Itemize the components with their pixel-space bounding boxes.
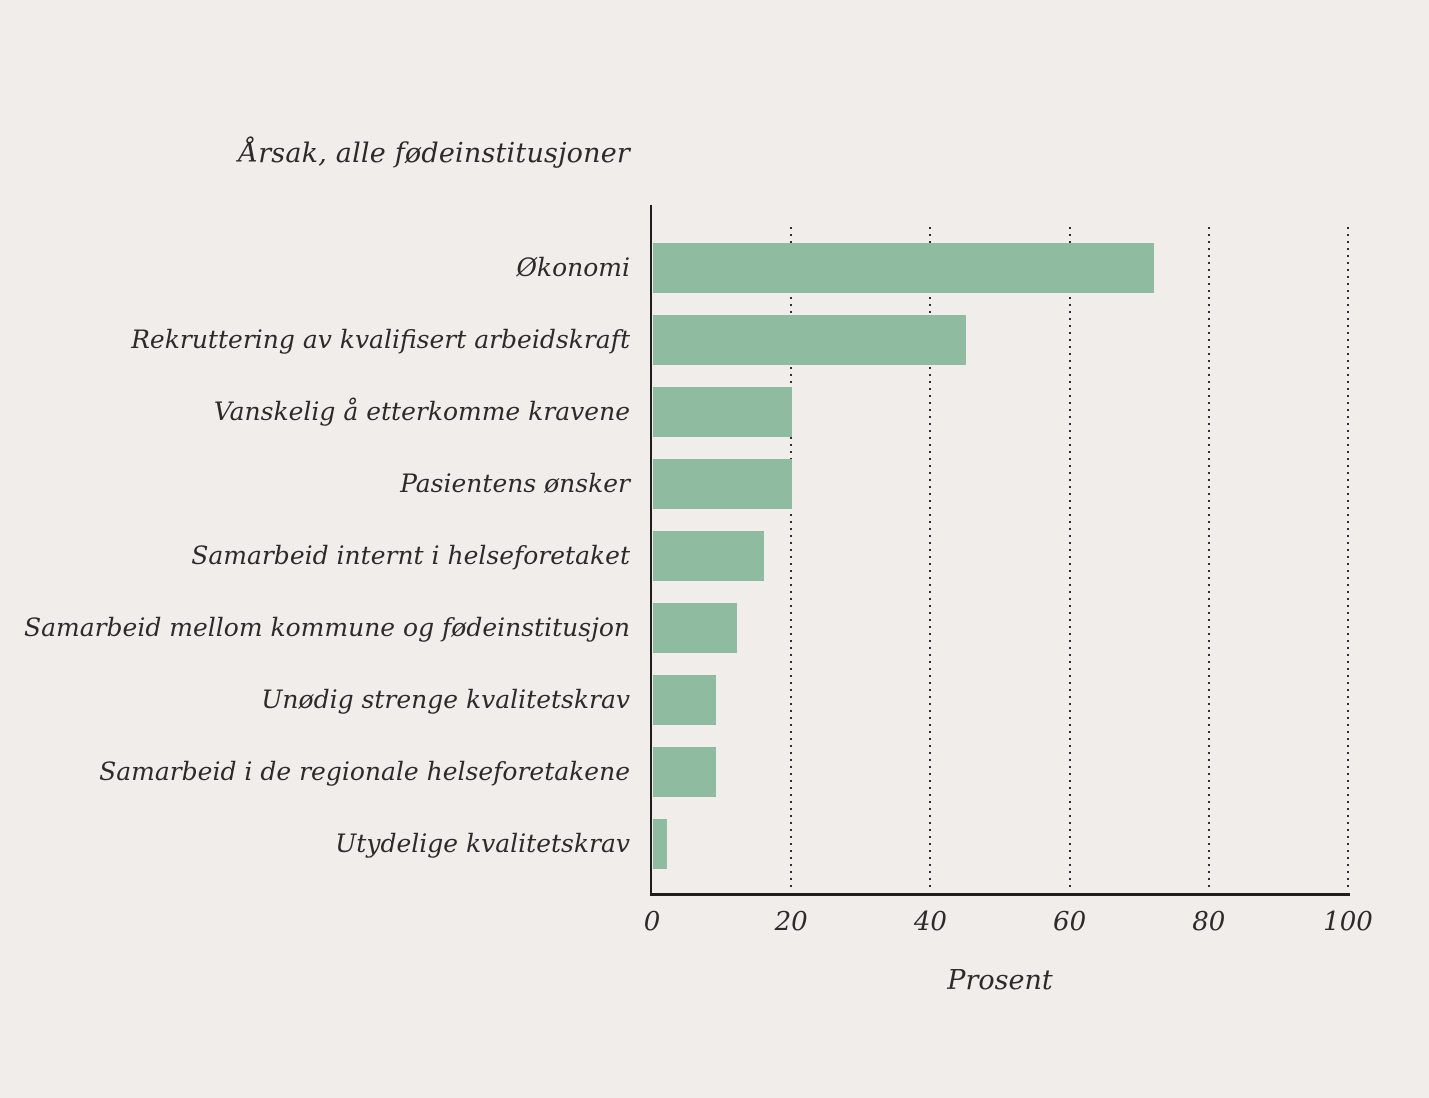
category-label: Rekruttering av kvalifisert arbeidskraft <box>131 325 630 354</box>
bar <box>653 387 793 437</box>
bar <box>653 603 737 653</box>
x-axis-label: Prosent <box>947 965 1053 996</box>
chart-row: Utydelige kvalitetskrav <box>0 819 1429 869</box>
chart-row: Vanskelig å etterkomme kravene <box>0 387 1429 437</box>
x-tick-label: 80 <box>1192 907 1226 937</box>
category-label: Økonomi <box>516 253 630 282</box>
chart-row: Økonomi <box>0 243 1429 293</box>
gridline <box>790 227 793 887</box>
category-label: Samarbeid mellom kommune og fødeinstitus… <box>23 613 630 642</box>
bar <box>653 315 967 365</box>
bar <box>653 459 793 509</box>
category-label: Pasientens ønsker <box>400 469 630 498</box>
bar <box>653 243 1155 293</box>
bar <box>653 531 765 581</box>
category-label: Vanskelig å etterkomme kravene <box>213 397 630 426</box>
gridline <box>929 227 932 887</box>
chart-row: Rekruttering av kvalifisert arbeidskraft <box>0 315 1429 365</box>
gridline <box>1347 227 1349 887</box>
category-label: Samarbeid internt i helseforetaket <box>191 541 630 570</box>
x-axis-line <box>650 893 1350 896</box>
category-label: Unødig strenge kvalitetskrav <box>261 685 630 714</box>
bar <box>653 819 667 869</box>
chart-row: Samarbeid mellom kommune og fødeinstitus… <box>0 603 1429 653</box>
chart-row: Samarbeid internt i helseforetaket <box>0 531 1429 581</box>
x-tick-label: 100 <box>1323 907 1373 937</box>
bar <box>653 747 716 797</box>
bar <box>653 675 716 725</box>
chart-title: Årsak, alle fødeinstitusjoner <box>238 138 630 169</box>
y-axis-line <box>650 205 652 896</box>
x-tick-label: 60 <box>1053 907 1087 937</box>
chart-row: Samarbeid i de regionale helseforetakene <box>0 747 1429 797</box>
category-label: Samarbeid i de regionale helseforetakene <box>99 757 630 786</box>
gridline <box>1068 227 1071 887</box>
chart-row: Unødig strenge kvalitetskrav <box>0 675 1429 725</box>
gridline <box>1207 227 1210 887</box>
x-tick-label: 20 <box>774 907 808 937</box>
category-label: Utydelige kvalitetskrav <box>335 829 630 858</box>
chart-row: Pasientens ønsker <box>0 459 1429 509</box>
plot-area <box>652 205 1349 895</box>
x-tick-label: 0 <box>643 907 661 937</box>
x-tick-label: 40 <box>913 907 947 937</box>
